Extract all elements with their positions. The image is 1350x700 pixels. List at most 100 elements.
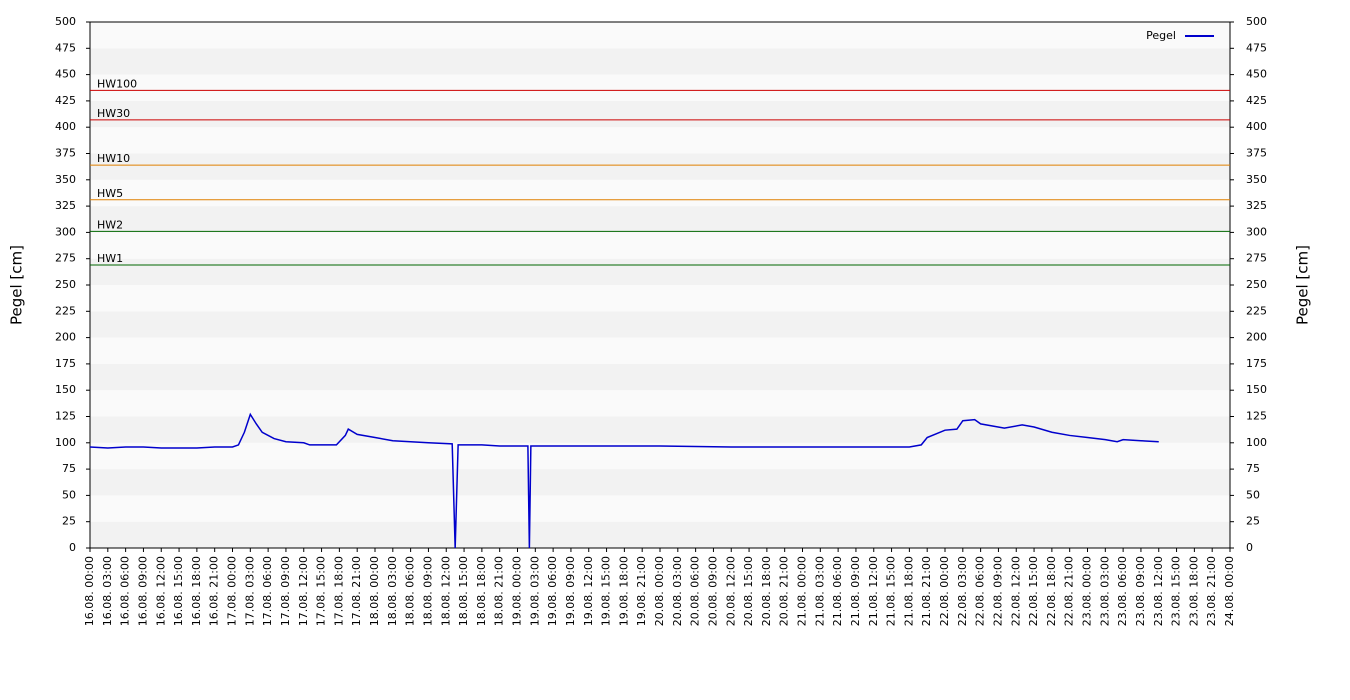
x-tick-label: 20.08. 09:00 xyxy=(706,556,719,626)
x-tick-label: 21.08. 21:00 xyxy=(920,556,933,626)
x-tick-label: 16.08. 18:00 xyxy=(190,556,203,626)
x-tick-label: 23.08. 15:00 xyxy=(1170,556,1183,626)
x-tick-label: 18.08. 03:00 xyxy=(386,556,399,626)
y-tick-label: 200 xyxy=(55,331,76,344)
x-tick-label: 23.08. 00:00 xyxy=(1081,556,1094,626)
x-tick-label: 16.08. 21:00 xyxy=(208,556,221,626)
grid-band xyxy=(90,48,1230,75)
x-tick-label: 18.08. 00:00 xyxy=(368,556,381,626)
x-tick-label: 20.08. 18:00 xyxy=(760,556,773,626)
data-line xyxy=(89,412,1159,549)
grid-band xyxy=(90,337,1230,364)
threshold-label: HW30 xyxy=(97,107,130,120)
x-tick-label: 17.08. 00:00 xyxy=(226,556,239,626)
grid-band xyxy=(90,363,1230,391)
y2-tick-label: 100 xyxy=(1246,436,1267,449)
x-tick-label: 22.08. 15:00 xyxy=(1027,556,1040,626)
y2-tick-label: 325 xyxy=(1246,199,1267,212)
x-tick-label: 20.08. 03:00 xyxy=(671,556,684,626)
x-tick-label: 20.08. 06:00 xyxy=(689,556,702,626)
x-tick-label: 19.08. 15:00 xyxy=(600,556,613,626)
y2-tick-label: 300 xyxy=(1246,225,1267,238)
x-tick-label: 21.08. 00:00 xyxy=(796,556,809,626)
y-tick-label: 50 xyxy=(62,488,76,501)
y-tick-label: 450 xyxy=(55,68,76,81)
y-tick-label: 25 xyxy=(62,515,76,528)
y-tick-label: 350 xyxy=(55,173,76,186)
x-tick-label: 20.08. 21:00 xyxy=(778,556,791,626)
x-tick-label: 22.08. 06:00 xyxy=(974,556,987,626)
y2-tick-label: 175 xyxy=(1246,357,1267,370)
y-tick-label: 150 xyxy=(55,383,76,396)
x-tick-label: 17.08. 15:00 xyxy=(315,556,328,626)
grid-band xyxy=(90,416,1230,443)
x-tick-label: 19.08. 21:00 xyxy=(635,556,648,626)
y-tick-label: 375 xyxy=(55,147,76,160)
y-tick-label: 125 xyxy=(55,410,76,423)
grid-band xyxy=(90,153,1230,180)
y-tick-label: 225 xyxy=(55,304,76,317)
x-tick-label: 22.08. 12:00 xyxy=(1009,556,1022,626)
y-tick-label: 400 xyxy=(55,120,76,133)
y2-tick-label: 25 xyxy=(1246,515,1260,528)
x-tick-label: 19.08. 06:00 xyxy=(546,556,559,626)
x-tick-label: 23.08. 21:00 xyxy=(1205,556,1218,626)
grid-band xyxy=(90,311,1230,338)
y-tick-label: 475 xyxy=(55,41,76,54)
x-tick-label: 16.08. 12:00 xyxy=(154,556,167,626)
x-tick-label: 21.08. 12:00 xyxy=(867,556,880,626)
x-tick-label: 17.08. 18:00 xyxy=(332,556,345,626)
x-tick-label: 18.08. 15:00 xyxy=(457,556,470,626)
y2-axis-title: Pegel [cm] xyxy=(1294,245,1312,325)
grid-band xyxy=(90,22,1230,49)
grid-bands xyxy=(90,22,1230,548)
y-tick-label: 300 xyxy=(55,225,76,238)
x-tick-label: 21.08. 09:00 xyxy=(849,556,862,626)
x-tick-label: 21.08. 06:00 xyxy=(831,556,844,626)
x-tick-label: 23.08. 09:00 xyxy=(1134,556,1147,626)
threshold-label: HW5 xyxy=(97,187,123,200)
x-tick-label: 19.08. 12:00 xyxy=(582,556,595,626)
y2-tick-label: 500 xyxy=(1246,15,1267,28)
y-tick-label: 500 xyxy=(55,15,76,28)
threshold-label: HW10 xyxy=(97,152,130,165)
x-tick-label: 20.08. 15:00 xyxy=(742,556,755,626)
grid-band xyxy=(90,179,1230,207)
grid-band xyxy=(90,495,1230,522)
y2-tick-label: 150 xyxy=(1246,383,1267,396)
threshold-label: HW2 xyxy=(97,218,123,231)
x-tick-label: 22.08. 00:00 xyxy=(938,556,951,626)
x-tick-label: 23.08. 18:00 xyxy=(1187,556,1200,626)
y2-tick-label: 250 xyxy=(1246,278,1267,291)
x-tick-label: 19.08. 18:00 xyxy=(617,556,630,626)
y-axis-title: Pegel [cm] xyxy=(8,245,26,325)
x-tick-label: 16.08. 03:00 xyxy=(101,556,114,626)
x-tick-label: 22.08. 18:00 xyxy=(1045,556,1058,626)
y-tick-label: 0 xyxy=(69,541,76,554)
threshold-label: HW100 xyxy=(97,77,137,90)
grid-band xyxy=(90,469,1230,496)
y2-tick-label: 50 xyxy=(1246,488,1260,501)
x-tick-label: 18.08. 21:00 xyxy=(493,556,506,626)
x-tick-label: 17.08. 09:00 xyxy=(279,556,292,626)
y-tick-label: 100 xyxy=(55,436,76,449)
y2-tick-label: 200 xyxy=(1246,331,1267,344)
y-tick-label: 325 xyxy=(55,199,76,212)
y2-tick-label: 450 xyxy=(1246,68,1267,81)
x-tick-label: 19.08. 00:00 xyxy=(511,556,524,626)
threshold-label: HW1 xyxy=(97,252,123,265)
x-tick-label: 23.08. 12:00 xyxy=(1152,556,1165,626)
x-tick-label: 18.08. 12:00 xyxy=(439,556,452,626)
grid-band xyxy=(90,258,1230,285)
x-tick-label: 20.08. 00:00 xyxy=(653,556,666,626)
x-tick-label: 18.08. 09:00 xyxy=(421,556,434,626)
x-tick-label: 22.08. 03:00 xyxy=(956,556,969,626)
grid-band xyxy=(90,74,1230,101)
x-tick-label: 22.08. 09:00 xyxy=(991,556,1004,626)
x-tick-label: 18.08. 06:00 xyxy=(404,556,417,626)
x-tick-label: 21.08. 03:00 xyxy=(813,556,826,626)
grid-band xyxy=(90,232,1230,259)
y2-tick-label: 350 xyxy=(1246,173,1267,186)
grid-band xyxy=(90,100,1230,128)
x-tick-label: 22.08. 21:00 xyxy=(1063,556,1076,626)
